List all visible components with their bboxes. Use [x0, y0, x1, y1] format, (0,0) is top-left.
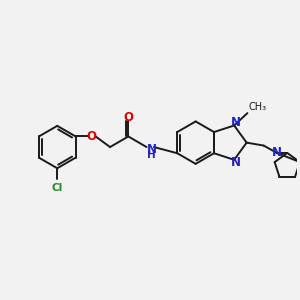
Text: N: N — [272, 146, 282, 159]
Text: O: O — [123, 110, 133, 124]
Text: N: N — [231, 116, 241, 129]
Text: CH₃: CH₃ — [249, 102, 267, 112]
Text: N: N — [231, 156, 241, 169]
Text: O: O — [87, 130, 97, 143]
Text: H: H — [147, 150, 156, 160]
Text: N: N — [147, 143, 157, 156]
Text: Cl: Cl — [52, 183, 63, 193]
